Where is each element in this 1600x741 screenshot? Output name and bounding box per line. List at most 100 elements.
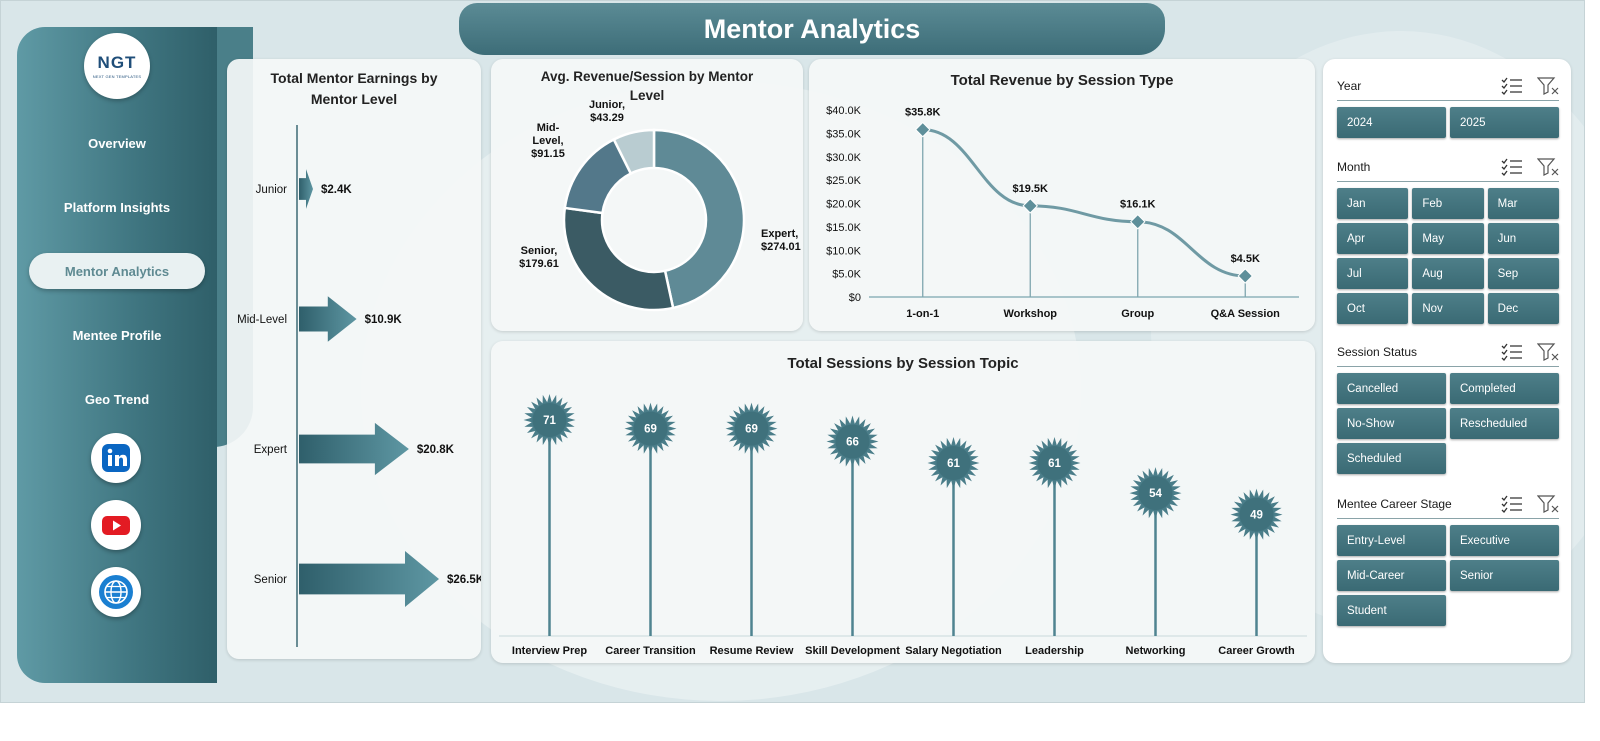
logo-mark: NGT <box>97 53 137 72</box>
revenue-series-line <box>922 128 1246 278</box>
clear-filter-icon[interactable] <box>1536 76 1559 95</box>
month-option-jul[interactable]: Jul <box>1337 258 1409 289</box>
donut-value-label: $274.01 <box>761 241 801 253</box>
lollipop-value-label: 54 <box>1149 488 1162 500</box>
donut-slice <box>652 128 746 310</box>
page-title-bar: Mentor Analytics <box>459 3 1165 55</box>
dashboard-canvas: NGT NEXT GEN TEMPLATES Overview Platform… <box>0 0 1585 703</box>
revenue-data-label: $4.5K <box>1231 253 1260 265</box>
month-option-mar[interactable]: Mar <box>1487 188 1559 219</box>
y-tick-label: $15.0K <box>826 222 862 234</box>
earnings-bar <box>299 296 357 342</box>
filter-panel: Year 2024 2025 Month Jan Feb Mar Apr May Jun Ju… <box>1323 59 1571 663</box>
month-option-jan[interactable]: Jan <box>1337 188 1409 219</box>
earnings-chart-title: Total Mentor Earnings by Mentor Level <box>270 70 438 107</box>
nav-mentor-analytics[interactable]: Mentor Analytics <box>29 253 205 289</box>
status-option-completed[interactable]: Completed <box>1450 373 1559 404</box>
company-logo: NGT NEXT GEN TEMPLATES <box>84 33 150 99</box>
lollipop-value-label: 66 <box>846 437 859 449</box>
donut-value-label: $43.29 <box>590 112 624 124</box>
lollipop-marker-core <box>633 411 668 446</box>
career-stage-option-mid-career[interactable]: Mid-Career <box>1337 560 1446 591</box>
revenue-data-point <box>1237 268 1254 284</box>
status-option-rescheduled[interactable]: Rescheduled <box>1450 408 1559 439</box>
topic-category-label: Resume Review <box>710 645 794 657</box>
y-tick-label: $20.0K <box>826 199 862 211</box>
lollipop-marker-core <box>1239 497 1274 532</box>
lollipop-marker-core <box>1138 476 1173 511</box>
clear-filter-icon[interactable] <box>1536 494 1559 513</box>
earnings-value-label: $10.9K <box>365 314 403 326</box>
status-option-no-show[interactable]: No-Show <box>1337 408 1446 439</box>
status-option-cancelled[interactable]: Cancelled <box>1337 373 1446 404</box>
session-status-slicer-title: Session Status <box>1337 344 1418 359</box>
month-option-dec[interactable]: Dec <box>1487 293 1559 324</box>
nav-geo-trend[interactable]: Geo Trend <box>84 391 150 407</box>
career-stage-option-executive[interactable]: Executive <box>1450 525 1559 556</box>
clear-filter-icon[interactable] <box>1536 342 1559 361</box>
donut-slice <box>612 128 656 176</box>
earnings-category-label: Mid-Level <box>237 314 287 326</box>
month-option-nov[interactable]: Nov <box>1412 293 1484 324</box>
sessions-topic-chart: 71 Interview Prep 69 Career Transition 69 Res… <box>499 394 1307 657</box>
career-stage-slicer-title: Mentee Career Stage <box>1337 496 1452 511</box>
month-option-may[interactable]: May <box>1412 223 1484 254</box>
earnings-category-label: Senior <box>254 574 287 586</box>
earnings-value-label: $26.5K <box>447 574 481 586</box>
topic-category-label: Interview Prep <box>512 645 587 657</box>
youtube-button[interactable] <box>91 500 141 550</box>
month-option-feb[interactable]: Feb <box>1412 188 1484 219</box>
x-tick-label: Group <box>1121 308 1154 320</box>
donut-slice-label: Expert, <box>761 228 798 240</box>
nav-platform-insights[interactable]: Platform Insights <box>63 199 171 215</box>
avg-revenue-panel: Avg. Revenue/Session by Mentor Level Exp… <box>491 59 803 331</box>
revenue-data-point <box>914 121 931 138</box>
career-stage-option-student[interactable]: Student <box>1337 595 1446 626</box>
lollipop-marker-core <box>936 446 971 480</box>
earnings-category-label: Junior <box>256 184 287 196</box>
avg-revenue-chart: Expert,$274.01 Senior,$179.61 Mid-Level,$9… <box>519 99 801 312</box>
year-option-2025[interactable]: 2025 <box>1450 107 1559 138</box>
earnings-chart: Junior $2.4K Mid-Level $10.9K Expert $20.8K Se… <box>237 125 481 647</box>
clear-filter-icon[interactable] <box>1536 157 1559 176</box>
lollipop-marker-core <box>532 403 567 437</box>
month-option-sep[interactable]: Sep <box>1487 258 1559 289</box>
topic-category-label: Career Growth <box>1218 645 1295 657</box>
donut-value-label: $91.15 <box>531 148 565 160</box>
nav-mentee-profile[interactable]: Mentee Profile <box>72 327 162 343</box>
page-title: Mentor Analytics <box>703 13 921 44</box>
x-tick-label: Q&A Session <box>1211 308 1281 320</box>
career-stage-option-senior[interactable]: Senior <box>1450 560 1559 591</box>
multi-select-icon[interactable] <box>1501 77 1523 95</box>
revenue-type-panel: Total Revenue by Session Type $0 $5.0K $10… <box>809 59 1315 331</box>
month-option-apr[interactable]: Apr <box>1337 223 1409 254</box>
lollipop-value-label: 61 <box>1048 458 1061 470</box>
y-tick-label: $10.0K <box>826 245 862 257</box>
multi-select-icon[interactable] <box>1501 158 1523 176</box>
linkedin-button[interactable] <box>91 433 141 483</box>
status-option-scheduled[interactable]: Scheduled <box>1337 443 1446 474</box>
career-stage-option-entry-level[interactable]: Entry-Level <box>1337 525 1446 556</box>
logo-tagline: NEXT GEN TEMPLATES <box>92 74 142 79</box>
donut-slice-label: Mid-Level, <box>532 122 563 147</box>
nav-overview[interactable]: Overview <box>88 135 146 151</box>
career-stage-slicer: Mentee Career Stage Entry-Level Executive… <box>1337 489 1559 626</box>
donut-value-label: $179.61 <box>519 258 559 270</box>
lollipop-marker-core <box>835 424 870 459</box>
year-option-2024[interactable]: 2024 <box>1337 107 1446 138</box>
month-option-oct[interactable]: Oct <box>1337 293 1409 324</box>
earnings-bar <box>299 169 313 209</box>
multi-select-icon[interactable] <box>1501 343 1523 361</box>
topic-category-label: Career Transition <box>605 645 696 657</box>
y-tick-label: $0 <box>849 292 861 304</box>
month-option-jun[interactable]: Jun <box>1487 223 1559 254</box>
avg-revenue-title: Avg. Revenue/Session by Mentor Level <box>540 69 754 103</box>
multi-select-icon[interactable] <box>1501 495 1523 513</box>
session-status-slicer: Session Status Cancelled Completed No-Show… <box>1337 337 1559 474</box>
revenue-data-point <box>1129 213 1146 230</box>
year-slicer-title: Year <box>1337 78 1362 93</box>
month-option-aug[interactable]: Aug <box>1412 258 1484 289</box>
revenue-data-label: $16.1K <box>1120 199 1156 211</box>
website-button[interactable] <box>91 567 141 617</box>
x-tick-label: Workshop <box>1003 308 1057 320</box>
